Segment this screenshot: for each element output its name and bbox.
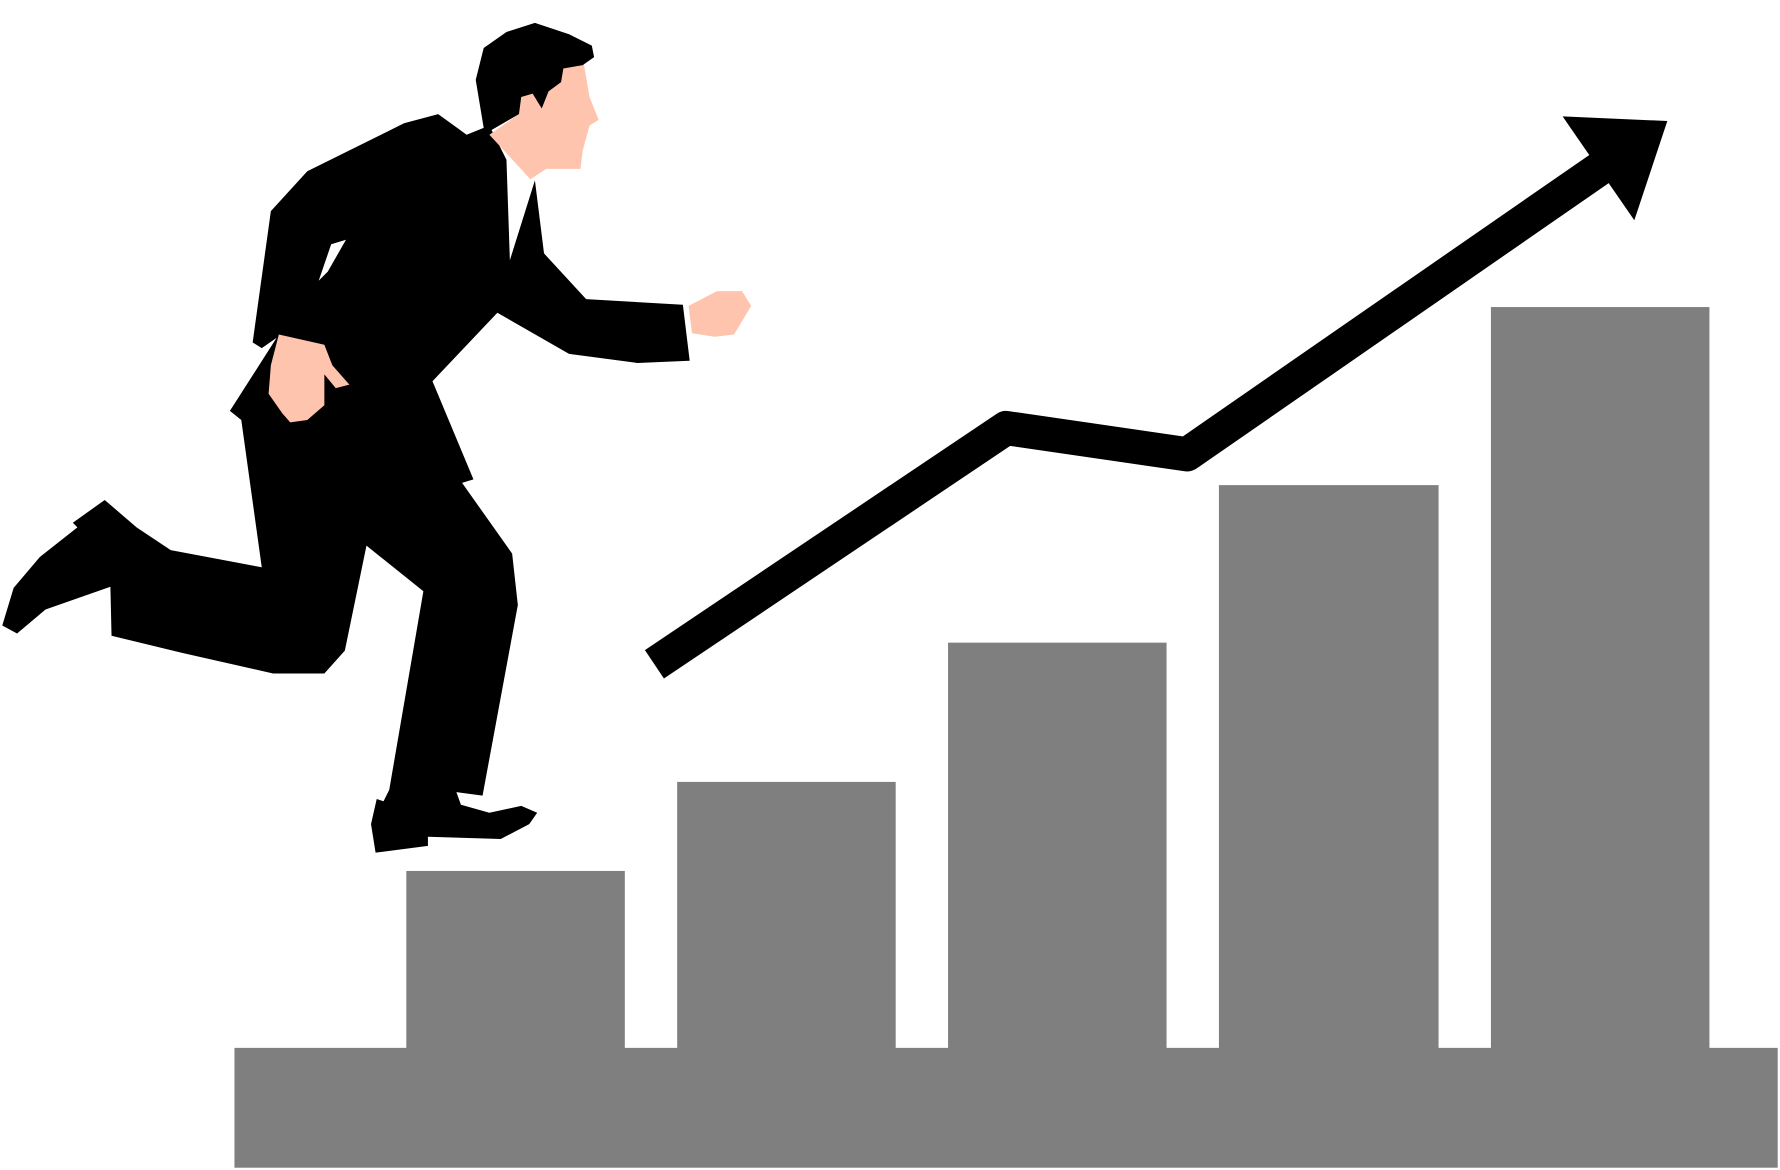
businessman-body [2,114,690,853]
face [489,63,599,180]
front-hand [688,291,752,337]
step-bar [677,781,896,1050]
step-bar [1490,307,1710,1050]
hair [475,22,595,132]
trend-arrow-head [1562,116,1668,221]
step-bar [406,870,625,1050]
step-bar [1218,485,1439,1050]
base-platform [234,1047,1778,1168]
step-bar [948,642,1167,1050]
shirt-cuff [318,239,346,281]
back-hand [268,334,350,423]
trend-arrow-line [644,152,1613,679]
